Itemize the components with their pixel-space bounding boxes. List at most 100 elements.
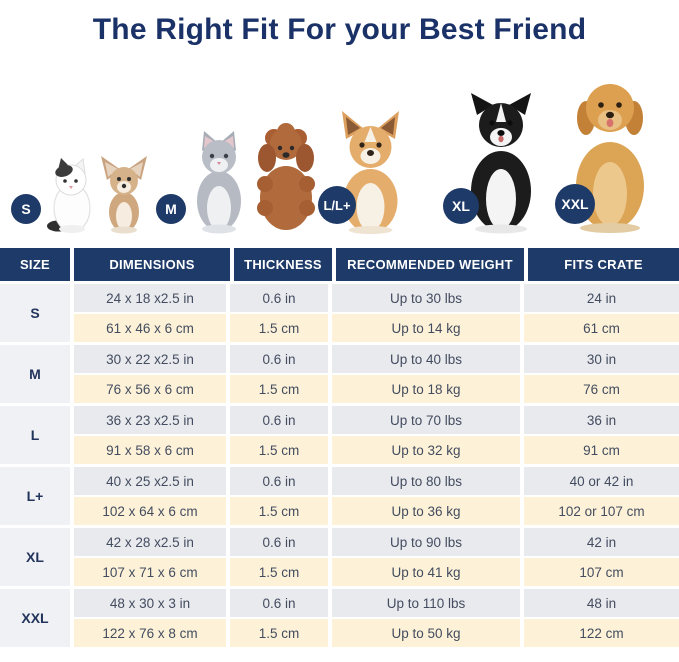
table-row-m-cm: 76 x 56 x 6 cm 1.5 cm Up to 18 kg 76 cm [74,375,679,403]
table-cell-col4: 42 in [524,528,679,556]
chihuahua-image [99,154,149,234]
table-cell-col3: Up to 80 lbs [332,467,520,495]
table-cell-col2: 1.5 cm [230,497,328,525]
table-cell-col3: Up to 41 kg [332,558,520,586]
header-fits-crate: FITS CRATE [528,248,679,281]
table-cell-col2: 0.6 in [230,589,328,617]
table-row-xxl-in: 48 x 30 x 3 in 0.6 in Up to 110 lbs 48 in [74,589,679,617]
table-cell-col2: 1.5 cm [230,375,328,403]
table-cell-col4: 61 cm [524,314,679,342]
size-label-l+: L+ [0,467,70,525]
pet-group-m: M [156,122,320,234]
table-cell-col3: Up to 50 kg [332,619,520,647]
size-badge-xxl: XXL [555,184,595,224]
size-group-rows: 36 x 23 x2.5 in 0.6 in Up to 70 lbs 36 in 91… [74,406,679,464]
size-label-xxl: XXL [0,589,70,647]
header-recommended-weight: RECOMMENDED WEIGHT [336,248,524,281]
size-label-l: L [0,406,70,464]
table-cell-col2: 0.6 in [230,345,328,373]
size-badge-s: S [11,194,41,224]
table-row-s-cm: 61 x 46 x 6 cm 1.5 cm Up to 14 kg 61 cm [74,314,679,342]
size-badge-l: L/L+ [318,186,356,224]
table-cell-col4: 107 cm [524,558,679,586]
table-cell-col1: 91 x 58 x 6 cm [74,436,226,464]
table-cell-col3: Up to 18 kg [332,375,520,403]
table-cell-col2: 0.6 in [230,528,328,556]
size-label-xl: XL [0,528,70,586]
size-group-s: S 24 x 18 x2.5 in 0.6 in Up to 30 lbs 24 in 6… [0,284,679,342]
table-cell-col1: 76 x 56 x 6 cm [74,375,226,403]
table-row-m-in: 30 x 22 x2.5 in 0.6 in Up to 40 lbs 30 in [74,345,679,373]
table-cell-col2: 1.5 cm [230,558,328,586]
header-size: SIZE [0,248,70,281]
border-collie-image [455,89,547,234]
table-cell-col4: 30 in [524,345,679,373]
size-badge-xl: XL [443,188,479,224]
size-group-l+: L+ 40 x 25 x2.5 in 0.6 in Up to 80 lbs 40 or… [0,467,679,525]
pet-size-legend: S [0,50,679,248]
table-cell-col1: 42 x 28 x2.5 in [74,528,226,556]
pet-group-xxl: XXL [555,74,660,234]
table-cell-col3: Up to 110 lbs [332,589,520,617]
table-header-row: SIZE DIMENSIONS THICKNESS RECOMMENDED WE… [0,248,679,281]
table-cell-col1: 107 x 71 x 6 cm [74,558,226,586]
poodle-image [252,122,320,234]
table-cell-col4: 91 cm [524,436,679,464]
table-cell-col2: 0.6 in [230,284,328,312]
size-label-s: S [0,284,70,342]
table-cell-col4: 48 in [524,589,679,617]
table-cell-col3: Up to 40 lbs [332,345,520,373]
table-cell-col4: 76 cm [524,375,679,403]
table-cell-col3: Up to 90 lbs [332,528,520,556]
table-cell-col2: 1.5 cm [230,436,328,464]
table-row-l-cm: 91 x 58 x 6 cm 1.5 cm Up to 32 kg 91 cm [74,436,679,464]
table-cell-col2: 0.6 in [230,406,328,434]
table-cell-col3: Up to 30 lbs [332,284,520,312]
size-group-xxl: XXL 48 x 30 x 3 in 0.6 in Up to 110 lbs 48 i… [0,589,679,647]
table-cell-col1: 30 x 22 x2.5 in [74,345,226,373]
size-table-body: S 24 x 18 x2.5 in 0.6 in Up to 30 lbs 24 in 6… [0,284,679,647]
size-label-m: M [0,345,70,403]
table-row-xl-in: 42 x 28 x2.5 in 0.6 in Up to 90 lbs 42 in [74,528,679,556]
table-cell-col1: 61 x 46 x 6 cm [74,314,226,342]
table-cell-col1: 36 x 23 x2.5 in [74,406,226,434]
size-group-rows: 40 x 25 x2.5 in 0.6 in Up to 80 lbs 40 or 4… [74,467,679,525]
golden-retriever-image [560,74,660,234]
table-cell-col1: 24 x 18 x2.5 in [74,284,226,312]
header-thickness: THICKNESS [234,248,332,281]
table-row-xxl-cm: 122 x 76 x 8 cm 1.5 cm Up to 50 kg 122 cm [74,619,679,647]
table-cell-col3: Up to 32 kg [332,436,520,464]
page-title: The Right Fit For your Best Friend [92,13,587,46]
table-row-l+-cm: 102 x 64 x 6 cm 1.5 cm Up to 36 kg 102 or 1… [74,497,679,525]
table-cell-col4: 24 in [524,284,679,312]
size-badge-m: M [156,194,186,224]
size-group-m: M 30 x 22 x2.5 in 0.6 in Up to 40 lbs 30 in 7… [0,345,679,403]
table-row-xl-cm: 107 x 71 x 6 cm 1.5 cm Up to 41 kg 107 cm [74,558,679,586]
header-dimensions: DIMENSIONS [74,248,230,281]
pet-group-s: S [11,154,149,234]
corgi-image [328,109,413,234]
table-cell-col1: 122 x 76 x 8 cm [74,619,226,647]
table-row-l+-in: 40 x 25 x2.5 in 0.6 in Up to 80 lbs 40 or 4… [74,467,679,495]
table-cell-col2: 1.5 cm [230,314,328,342]
size-group-rows: 24 x 18 x2.5 in 0.6 in Up to 30 lbs 24 in 61… [74,284,679,342]
table-cell-col4: 36 in [524,406,679,434]
white-cat-image [45,156,97,234]
size-group-rows: 42 x 28 x2.5 in 0.6 in Up to 90 lbs 42 in 10… [74,528,679,586]
table-cell-col2: 0.6 in [230,467,328,495]
table-cell-col2: 1.5 cm [230,619,328,647]
size-group-rows: 48 x 30 x 3 in 0.6 in Up to 110 lbs 48 in 12… [74,589,679,647]
gray-cat-image [188,129,250,234]
table-cell-col3: Up to 36 kg [332,497,520,525]
table-cell-col4: 40 or 42 in [524,467,679,495]
size-chart-table: SIZE DIMENSIONS THICKNESS RECOMMENDED WE… [0,248,679,647]
table-cell-col1: 40 x 25 x2.5 in [74,467,226,495]
table-cell-col3: Up to 70 lbs [332,406,520,434]
pet-group-l: L/L+ [318,109,413,234]
table-cell-col3: Up to 14 kg [332,314,520,342]
size-group-l: L 36 x 23 x2.5 in 0.6 in Up to 70 lbs 36 in 9… [0,406,679,464]
table-cell-col1: 102 x 64 x 6 cm [74,497,226,525]
table-cell-col4: 102 or 107 cm [524,497,679,525]
table-row-s-in: 24 x 18 x2.5 in 0.6 in Up to 30 lbs 24 in [74,284,679,312]
table-cell-col4: 122 cm [524,619,679,647]
